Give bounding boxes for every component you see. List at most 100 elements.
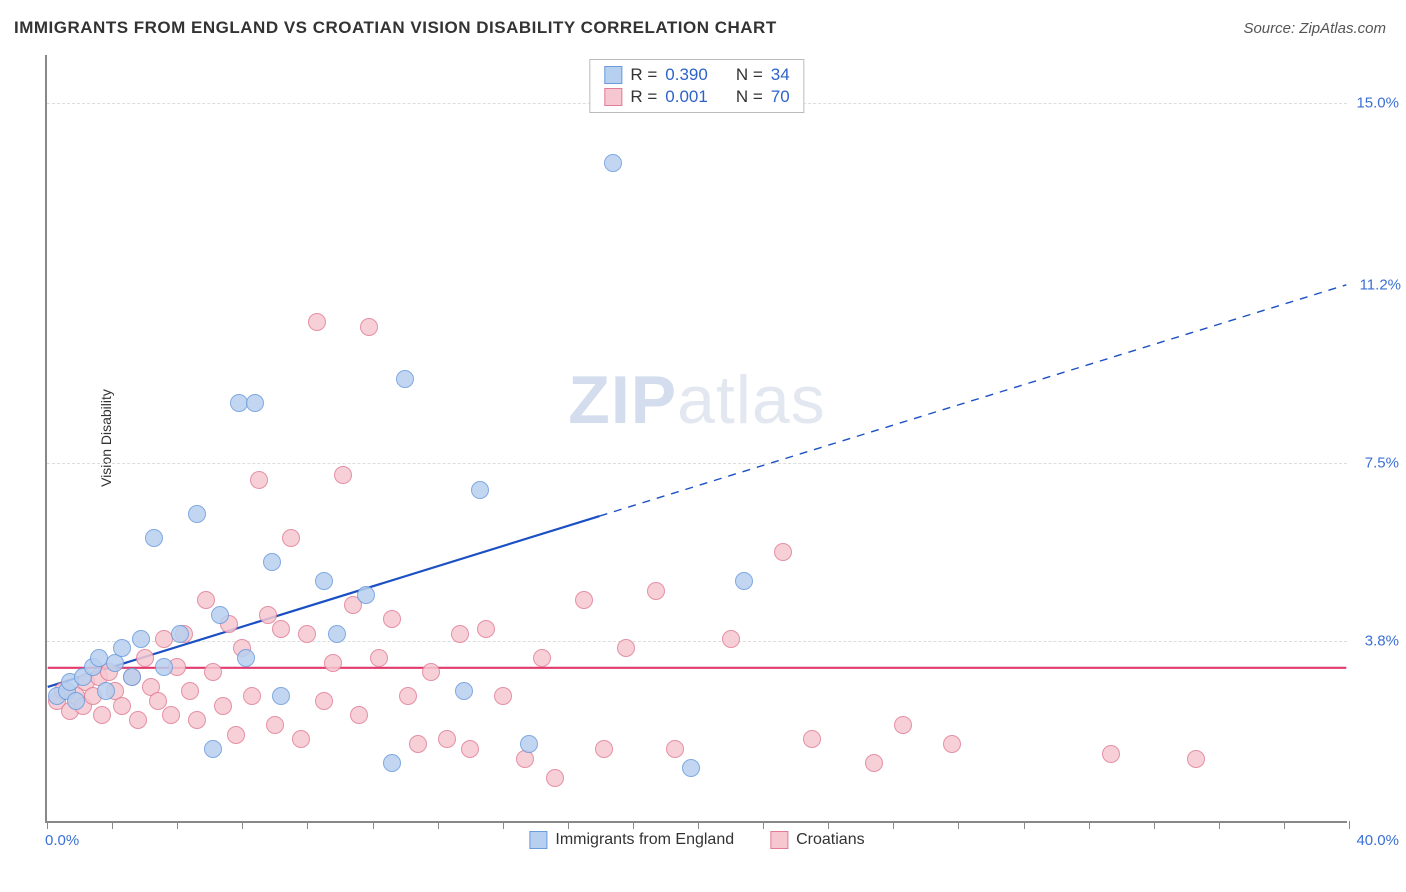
- x-tick: [1219, 821, 1220, 829]
- scatter-point-croatians: [149, 692, 167, 710]
- scatter-point-croatians: [197, 591, 215, 609]
- scatter-point-croatians: [438, 730, 456, 748]
- scatter-point-croatians: [188, 711, 206, 729]
- scatter-point-croatians: [722, 630, 740, 648]
- scatter-point-croatians: [292, 730, 310, 748]
- scatter-point-croatians: [324, 654, 342, 672]
- n-label: N =: [736, 65, 763, 85]
- legend-label-england: Immigrants from England: [555, 831, 734, 849]
- scatter-point-croatians: [370, 649, 388, 667]
- r-value-england: 0.390: [665, 65, 708, 85]
- scatter-point-croatians: [360, 318, 378, 336]
- scatter-point-croatians: [461, 740, 479, 758]
- r-value-croatians: 0.001: [665, 87, 708, 107]
- x-tick: [763, 821, 764, 829]
- bottom-legend: Immigrants from England Croatians: [529, 831, 864, 849]
- x-tick: [1024, 821, 1025, 829]
- scatter-point-england: [455, 682, 473, 700]
- stats-row-croatians: R = 0.001 N = 70: [604, 86, 789, 108]
- scatter-point-croatians: [422, 663, 440, 681]
- y-tick-label: 15.0%: [1356, 95, 1399, 112]
- scatter-point-england: [315, 572, 333, 590]
- scatter-point-croatians: [93, 706, 111, 724]
- x-tick: [307, 821, 308, 829]
- swatch-england: [604, 66, 622, 84]
- scatter-point-croatians: [666, 740, 684, 758]
- scatter-point-england: [67, 692, 85, 710]
- r-label: R =: [630, 87, 657, 107]
- scatter-point-croatians: [227, 726, 245, 744]
- legend-swatch-england: [529, 831, 547, 849]
- scatter-point-croatians: [350, 706, 368, 724]
- scatter-point-croatians: [774, 543, 792, 561]
- x-tick: [1284, 821, 1285, 829]
- scatter-point-england: [520, 735, 538, 753]
- scatter-point-croatians: [533, 649, 551, 667]
- scatter-point-croatians: [334, 466, 352, 484]
- n-value-croatians: 70: [771, 87, 790, 107]
- x-axis-max-label: 40.0%: [1356, 832, 1399, 849]
- y-axis-label: Vision Disability: [98, 389, 114, 487]
- x-tick: [828, 821, 829, 829]
- legend-item-england: Immigrants from England: [529, 831, 734, 849]
- scatter-point-croatians: [308, 313, 326, 331]
- scatter-point-croatians: [451, 625, 469, 643]
- chart-plot-area: Vision Disability ZIPatlas R = 0.390 N =…: [45, 55, 1347, 823]
- scatter-point-croatians: [865, 754, 883, 772]
- scatter-point-croatians: [272, 620, 290, 638]
- n-label: N =: [736, 87, 763, 107]
- x-tick: [568, 821, 569, 829]
- chart-title: IMMIGRANTS FROM ENGLAND VS CROATIAN VISI…: [14, 18, 777, 38]
- scatter-point-england: [263, 553, 281, 571]
- scatter-point-croatians: [477, 620, 495, 638]
- scatter-point-england: [90, 649, 108, 667]
- watermark-atlas: atlas: [677, 362, 826, 438]
- scatter-point-croatians: [204, 663, 222, 681]
- scatter-point-croatians: [298, 625, 316, 643]
- scatter-point-croatians: [162, 706, 180, 724]
- stats-row-england: R = 0.390 N = 34: [604, 64, 789, 86]
- scatter-point-croatians: [282, 529, 300, 547]
- x-tick: [503, 821, 504, 829]
- scatter-point-croatians: [617, 639, 635, 657]
- scatter-point-croatians: [575, 591, 593, 609]
- watermark: ZIPatlas: [568, 361, 825, 439]
- x-tick: [1154, 821, 1155, 829]
- scatter-point-croatians: [647, 582, 665, 600]
- scatter-point-england: [171, 625, 189, 643]
- y-tick-label: 3.8%: [1365, 632, 1399, 649]
- scatter-point-england: [328, 625, 346, 643]
- watermark-zip: ZIP: [568, 362, 677, 438]
- scatter-point-croatians: [113, 697, 131, 715]
- x-tick: [633, 821, 634, 829]
- x-tick: [958, 821, 959, 829]
- x-tick: [47, 821, 48, 829]
- scatter-point-england: [357, 586, 375, 604]
- scatter-point-england: [246, 394, 264, 412]
- scatter-point-england: [204, 740, 222, 758]
- scatter-point-england: [188, 505, 206, 523]
- y-tick-label: 7.5%: [1365, 455, 1399, 472]
- x-tick: [177, 821, 178, 829]
- trend-end-label: 11.2%: [1360, 277, 1401, 294]
- scatter-point-croatians: [259, 606, 277, 624]
- scatter-point-england: [471, 481, 489, 499]
- scatter-point-croatians: [494, 687, 512, 705]
- scatter-point-england: [123, 668, 141, 686]
- scatter-point-croatians: [315, 692, 333, 710]
- x-tick: [373, 821, 374, 829]
- legend-item-croatians: Croatians: [770, 831, 864, 849]
- n-value-england: 34: [771, 65, 790, 85]
- scatter-point-croatians: [214, 697, 232, 715]
- scatter-point-england: [145, 529, 163, 547]
- legend-label-croatians: Croatians: [796, 831, 864, 849]
- scatter-point-england: [396, 370, 414, 388]
- trend-lines: [47, 55, 1347, 821]
- x-tick: [698, 821, 699, 829]
- x-tick: [1349, 821, 1350, 829]
- source-label: Source: ZipAtlas.com: [1243, 20, 1386, 37]
- scatter-point-croatians: [409, 735, 427, 753]
- legend-swatch-croatians: [770, 831, 788, 849]
- scatter-point-croatians: [943, 735, 961, 753]
- scatter-point-england: [113, 639, 131, 657]
